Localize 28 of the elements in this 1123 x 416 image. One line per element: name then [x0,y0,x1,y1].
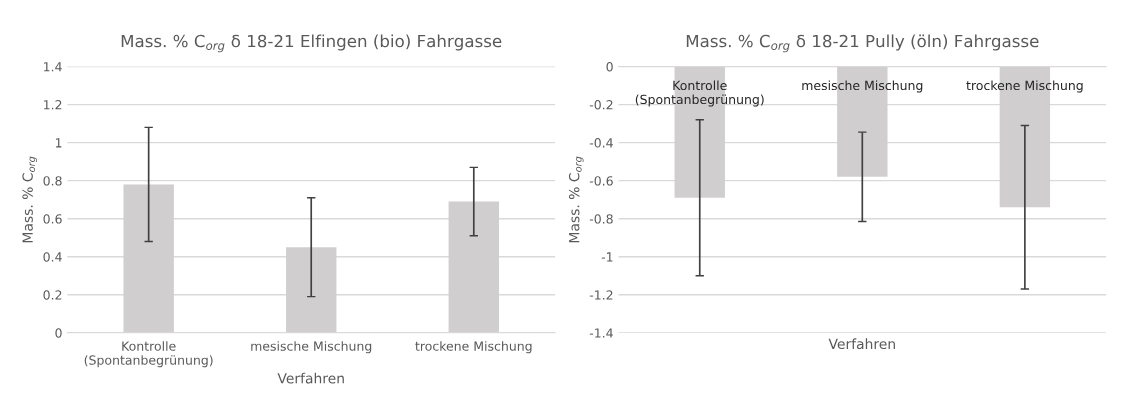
y-tick-label: -1.2 [589,290,613,300]
y-tick-label: 0.2 [43,290,62,300]
x-tick-label: Kontrolle (Spontanbegrünung) [84,341,213,368]
x-tick-label: Kontrolle (Spontanbegrünung) [635,80,764,107]
x-axis-title: Verfahren [277,372,344,384]
y-tick-label: 0.6 [43,214,62,224]
y-tick-label: 1.4 [44,62,62,72]
x-tick-label: trockene Mischung [966,80,1083,93]
y-axis-title: Mass. % C$_{org}$ [22,156,37,243]
y-tick-label: 0.8 [43,176,62,186]
x-tick-label: trockene Mischung [415,341,532,354]
chart-title: Mass. % C$_{org}$ δ 18-21 Pully (öln) Fahrgasse [686,34,1039,53]
y-tick-label: -1 [601,252,613,262]
y-tick-label: -0.4 [589,138,613,148]
y-tick-label: -1.4 [589,328,613,338]
x-tick-label: mesische Mischung [802,80,923,93]
y-axis-title: Mass. % C$_{org}$ [568,156,584,243]
y-tick-label: 0 [606,62,613,72]
y-tick-label: 0.4 [43,252,62,262]
y-tick-label: -0.8 [589,214,613,224]
x-tick-label: mesische Mischung [251,341,372,354]
x-axis-title: Verfahren [828,338,895,350]
chart-title: Mass. % C$_{org}$ δ 18-21 Elfingen (bio) Fahrgasse [121,34,502,53]
y-tick-label: 1 [55,138,62,148]
y-tick-label: -0.6 [589,176,613,186]
y-tick-label: 0 [55,328,62,338]
y-tick-label: -0.2 [589,100,613,110]
y-tick-label: 1.2 [44,100,62,110]
